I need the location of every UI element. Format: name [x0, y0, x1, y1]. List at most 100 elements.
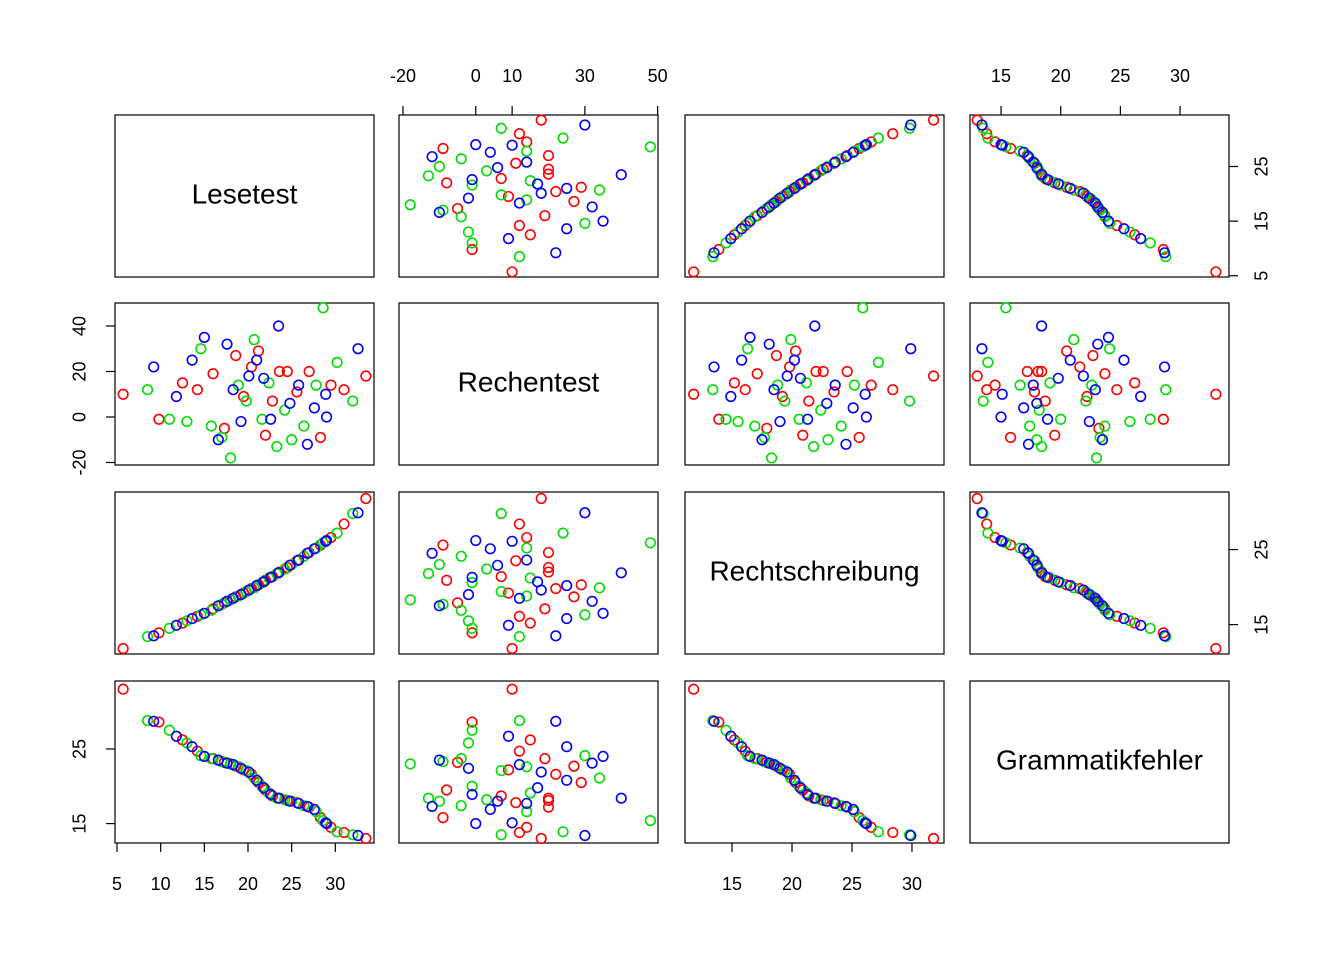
point [352, 507, 364, 519]
point [481, 794, 493, 806]
point [728, 734, 741, 746]
point [1004, 431, 1017, 444]
point [524, 617, 536, 629]
point [181, 615, 193, 627]
point [320, 534, 333, 547]
point [1087, 349, 1099, 362]
point [1080, 585, 1092, 598]
point [1089, 592, 1101, 604]
panel [398, 114, 659, 278]
point [248, 582, 260, 594]
point [531, 782, 544, 794]
point [550, 186, 562, 198]
tick-label: 30 [325, 874, 345, 894]
point [927, 114, 940, 126]
point [521, 554, 533, 566]
point [728, 229, 741, 241]
point [470, 817, 482, 830]
point [1102, 215, 1115, 227]
point [1041, 413, 1054, 425]
point [1064, 579, 1076, 592]
point [568, 195, 580, 208]
point [317, 302, 329, 314]
point [245, 361, 258, 373]
point [887, 128, 899, 140]
point [466, 788, 478, 801]
point [586, 595, 598, 607]
panel [969, 114, 1230, 278]
point [484, 146, 496, 158]
point [550, 715, 562, 727]
point [736, 741, 748, 753]
point [502, 587, 515, 599]
point [466, 576, 478, 589]
point [437, 539, 449, 551]
point [535, 766, 547, 778]
tick-label: 30 [1170, 66, 1190, 86]
point [466, 179, 478, 191]
point [502, 233, 515, 245]
point [756, 434, 768, 446]
point [441, 177, 453, 189]
point [212, 434, 224, 446]
point [320, 388, 332, 400]
point [404, 758, 416, 770]
point [597, 607, 609, 619]
point [191, 384, 203, 396]
point [1077, 584, 1089, 596]
point [848, 145, 860, 157]
tick-label: 40 [70, 316, 90, 336]
point [506, 683, 518, 695]
point [744, 750, 756, 763]
point [550, 582, 562, 595]
point [1077, 370, 1089, 382]
point [273, 365, 286, 378]
point [1118, 354, 1130, 366]
point [905, 343, 917, 355]
point [803, 395, 815, 407]
point [284, 559, 296, 571]
point [1210, 642, 1222, 655]
point [841, 365, 853, 378]
point [744, 331, 756, 343]
point [1158, 247, 1171, 259]
point [455, 211, 467, 223]
tick-label: 5 [1252, 271, 1272, 281]
point [848, 379, 860, 391]
variable-label: Rechentest [458, 366, 600, 397]
point [1092, 338, 1104, 350]
point [539, 210, 551, 222]
panel [114, 680, 375, 844]
point [1158, 630, 1171, 642]
point [495, 764, 507, 777]
point [575, 181, 587, 193]
point [195, 343, 207, 355]
point [542, 801, 555, 813]
point [513, 251, 526, 263]
point [1111, 384, 1123, 396]
point [186, 354, 198, 366]
point [502, 764, 515, 776]
point [550, 768, 562, 780]
point [927, 370, 940, 382]
point [212, 600, 224, 612]
point [481, 563, 493, 575]
point [521, 806, 533, 818]
point [725, 233, 737, 245]
point [707, 384, 719, 396]
point [331, 527, 343, 539]
point [1031, 397, 1043, 409]
point [433, 795, 445, 807]
point [542, 546, 555, 559]
point [224, 452, 237, 464]
point [1036, 365, 1048, 378]
tick-label: 15 [1252, 615, 1272, 635]
point [887, 384, 899, 396]
point [744, 215, 756, 227]
point [1089, 384, 1101, 396]
point [859, 388, 871, 400]
point [763, 338, 775, 350]
point [550, 247, 562, 259]
point [466, 174, 478, 186]
point [828, 386, 840, 398]
